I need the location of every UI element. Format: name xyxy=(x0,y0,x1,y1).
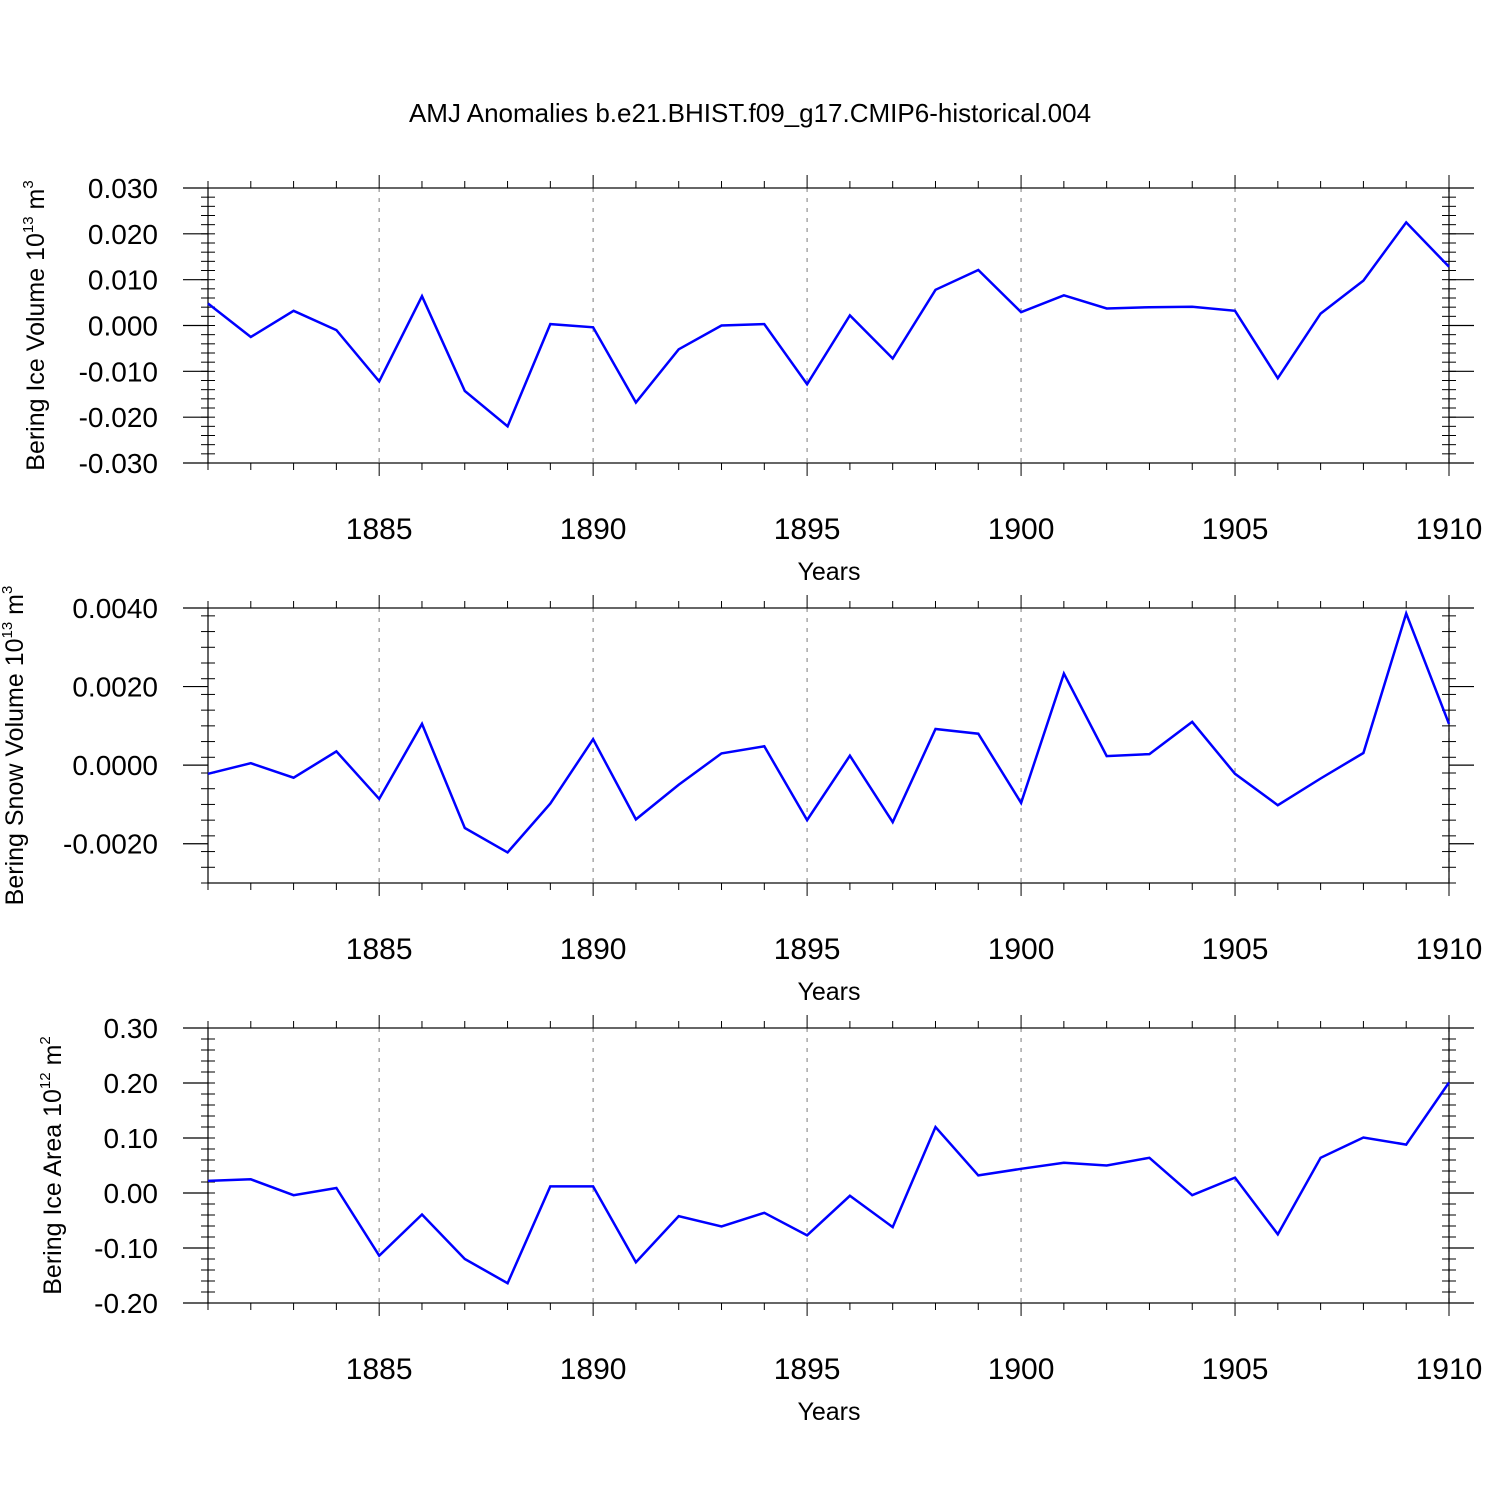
x-axis-label: Years xyxy=(797,978,860,1006)
y-axis-label-text: Bering Snow Volume 10 xyxy=(1,638,29,905)
plot-frame xyxy=(207,1027,1450,1304)
y-axis-label: Bering Ice Area 1012 m2 xyxy=(37,1036,67,1295)
y-tick-label: -0.20 xyxy=(94,1288,158,1319)
y-axis-label-unit-exponent: 3 xyxy=(20,180,37,188)
x-tick-label: 1895 xyxy=(774,1353,841,1386)
panel-2: -0.0020 0.0000 0.0020 0.0040 1885 1890 1895 190… xyxy=(0,586,1482,1006)
plot-frame xyxy=(207,607,1450,884)
x-axis-label: Years xyxy=(797,1398,860,1426)
y-axis-label-exponent: 12 xyxy=(37,1072,54,1089)
x-tick-label: 1910 xyxy=(1416,1353,1483,1386)
series-line xyxy=(207,609,1451,854)
y-axis-label-unit: m xyxy=(1,594,29,622)
y-tick-label: -0.0020 xyxy=(63,829,158,860)
x-tick-label: 1905 xyxy=(1202,513,1269,546)
y-tick-label: 0.10 xyxy=(104,1123,159,1154)
y-tick-label: 0.000 xyxy=(88,311,158,342)
panel-3: -0.20 -0.10 0.00 0.10 0.20 0.30 1885 1890 1895 19… xyxy=(37,1013,1482,1426)
y-axis-label-unit-exponent: 2 xyxy=(37,1036,54,1044)
x-tick-label: 1905 xyxy=(1202,1353,1269,1386)
x-tick-label: 1890 xyxy=(560,513,627,546)
plot-frame xyxy=(207,187,1450,464)
y-axis-label: Bering Ice Volume 1013 m3 xyxy=(20,180,50,470)
y-axis-label-unit: m xyxy=(22,189,50,217)
y-tick-label: 0.010 xyxy=(88,265,158,296)
x-tick-label: 1885 xyxy=(346,933,413,966)
y-tick-label: 0.00 xyxy=(104,1178,159,1209)
y-axis-label-unit: m xyxy=(39,1045,67,1073)
x-tick-label: 1905 xyxy=(1202,933,1269,966)
x-tick-label: 1895 xyxy=(774,513,841,546)
y-axis-label-text: Bering Ice Area 10 xyxy=(39,1089,67,1295)
y-tick-label: -0.030 xyxy=(79,448,158,479)
x-tick-label: 1910 xyxy=(1416,513,1483,546)
y-tick-label: 0.020 xyxy=(88,219,158,250)
x-tick-label: 1900 xyxy=(988,513,1055,546)
series-line xyxy=(207,1081,1451,1285)
figure-title: AMJ Anomalies b.e21.BHIST.f09_g17.CMIP6-… xyxy=(409,98,1091,128)
x-tick-label: 1890 xyxy=(560,1353,627,1386)
x-tick-label: 1900 xyxy=(988,933,1055,966)
x-tick-label: 1885 xyxy=(346,1353,413,1386)
series-line xyxy=(207,220,1450,429)
y-tick-label: -0.020 xyxy=(79,402,158,433)
y-tick-label: 0.0040 xyxy=(72,593,158,624)
y-axis-label-unit-exponent: 3 xyxy=(0,586,16,594)
x-tick-label: 1910 xyxy=(1416,933,1483,966)
y-axis-label-exponent: 13 xyxy=(20,216,37,233)
panel-1: -0.030 -0.020 -0.010 0.000 0.010 0.020 0.030 18… xyxy=(20,173,1482,586)
y-axis-label-text: Bering Ice Volume 10 xyxy=(22,233,50,471)
x-tick-label: 1890 xyxy=(560,933,627,966)
y-tick-label: 0.30 xyxy=(104,1013,159,1044)
y-axis-label: Bering Snow Volume 1013 m3 xyxy=(0,586,29,906)
y-tick-label: -0.010 xyxy=(79,356,158,387)
y-tick-label: -0.10 xyxy=(94,1233,158,1264)
x-tick-label: 1885 xyxy=(346,513,413,546)
x-tick-label: 1900 xyxy=(988,1353,1055,1386)
y-tick-label: 0.20 xyxy=(104,1068,159,1099)
x-axis-label: Years xyxy=(797,558,860,586)
x-tick-label: 1895 xyxy=(774,933,841,966)
y-tick-label: 0.0000 xyxy=(72,750,158,781)
y-tick-label: 0.0020 xyxy=(72,672,158,703)
y-axis-label-exponent: 13 xyxy=(0,622,16,639)
y-tick-label: 0.030 xyxy=(88,173,158,204)
